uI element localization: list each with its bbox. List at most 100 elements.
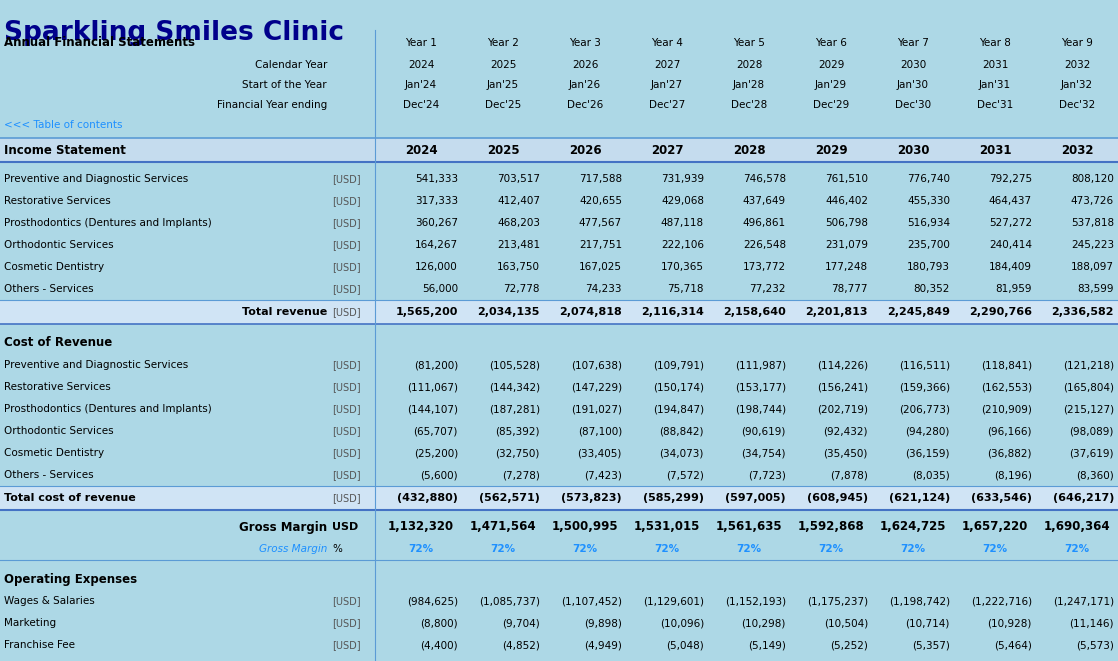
Text: Others - Services: Others - Services <box>4 284 94 294</box>
Text: (5,600): (5,600) <box>420 470 458 480</box>
Text: 317,333: 317,333 <box>415 196 458 206</box>
Text: (159,366): (159,366) <box>899 382 950 392</box>
Text: (34,073): (34,073) <box>660 448 704 458</box>
Text: (194,847): (194,847) <box>653 404 704 414</box>
Text: (162,553): (162,553) <box>980 382 1032 392</box>
Text: 487,118: 487,118 <box>661 218 704 228</box>
Text: 2024: 2024 <box>405 143 437 157</box>
Bar <box>0 486 1118 510</box>
Text: [USD]: [USD] <box>332 284 361 294</box>
Text: Dec'28: Dec'28 <box>731 100 767 110</box>
Text: (198,744): (198,744) <box>735 404 786 414</box>
Text: Total cost of revenue: Total cost of revenue <box>4 493 135 503</box>
Text: 2031: 2031 <box>978 143 1012 157</box>
Text: 792,275: 792,275 <box>989 174 1032 184</box>
Text: (5,048): (5,048) <box>666 640 704 650</box>
Text: (81,200): (81,200) <box>414 360 458 370</box>
Text: (111,067): (111,067) <box>407 382 458 392</box>
Text: (90,619): (90,619) <box>741 426 786 436</box>
Text: [USD]: [USD] <box>332 360 361 370</box>
Text: 2032: 2032 <box>1064 60 1090 70</box>
Text: 2029: 2029 <box>815 143 847 157</box>
Text: Year 4: Year 4 <box>651 38 683 48</box>
Text: (7,878): (7,878) <box>831 470 868 480</box>
Text: Year 8: Year 8 <box>979 38 1011 48</box>
Text: 455,330: 455,330 <box>907 196 950 206</box>
Text: (37,619): (37,619) <box>1070 448 1114 458</box>
Text: [USD]: [USD] <box>332 262 361 272</box>
Text: (111,987): (111,987) <box>735 360 786 370</box>
Text: [USD]: [USD] <box>332 404 361 414</box>
Text: (34,754): (34,754) <box>741 448 786 458</box>
Text: 2027: 2027 <box>651 143 683 157</box>
Text: Restorative Services: Restorative Services <box>4 196 111 206</box>
Text: Cosmetic Dentistry: Cosmetic Dentistry <box>4 448 104 458</box>
Text: 360,267: 360,267 <box>415 218 458 228</box>
Text: (8,035): (8,035) <box>912 470 950 480</box>
Text: (7,572): (7,572) <box>666 470 704 480</box>
Text: Annual Financial Statements: Annual Financial Statements <box>4 36 195 50</box>
Text: 1,624,725: 1,624,725 <box>880 520 946 533</box>
Text: 72%: 72% <box>1064 544 1090 554</box>
Text: 2027: 2027 <box>654 60 680 70</box>
Text: (156,241): (156,241) <box>817 382 868 392</box>
Text: 126,000: 126,000 <box>415 262 458 272</box>
Text: 245,223: 245,223 <box>1071 240 1114 250</box>
Text: (11,146): (11,146) <box>1070 618 1114 628</box>
Text: Dec'27: Dec'27 <box>648 100 685 110</box>
Text: 72%: 72% <box>491 544 515 554</box>
Text: (105,528): (105,528) <box>489 360 540 370</box>
Text: (646,217): (646,217) <box>1053 493 1114 503</box>
Text: (7,423): (7,423) <box>584 470 622 480</box>
Text: 1,500,995: 1,500,995 <box>551 520 618 533</box>
Text: (94,280): (94,280) <box>906 426 950 436</box>
Text: (1,107,452): (1,107,452) <box>561 596 622 606</box>
Text: [USD]: [USD] <box>332 174 361 184</box>
Text: (118,841): (118,841) <box>980 360 1032 370</box>
Text: (5,464): (5,464) <box>994 640 1032 650</box>
Text: Orthodontic Services: Orthodontic Services <box>4 240 114 250</box>
Text: (36,882): (36,882) <box>987 448 1032 458</box>
Text: (65,707): (65,707) <box>414 426 458 436</box>
Text: 1,531,015: 1,531,015 <box>634 520 700 533</box>
Text: (7,278): (7,278) <box>502 470 540 480</box>
Text: 217,751: 217,751 <box>579 240 622 250</box>
Text: 2030: 2030 <box>897 143 929 157</box>
Text: Prosthodontics (Dentures and Implants): Prosthodontics (Dentures and Implants) <box>4 218 211 228</box>
Text: 1,690,364: 1,690,364 <box>1044 520 1110 533</box>
Text: (8,800): (8,800) <box>420 618 458 628</box>
Text: (144,107): (144,107) <box>407 404 458 414</box>
Text: (32,750): (32,750) <box>495 448 540 458</box>
Text: Sparkling Smiles Clinic: Sparkling Smiles Clinic <box>4 20 344 46</box>
Text: Year 1: Year 1 <box>405 38 437 48</box>
Text: (1,175,237): (1,175,237) <box>807 596 868 606</box>
Text: [USD]: [USD] <box>332 240 361 250</box>
Text: 83,599: 83,599 <box>1078 284 1114 294</box>
Text: 2,074,818: 2,074,818 <box>559 307 622 317</box>
Text: 2032: 2032 <box>1061 143 1093 157</box>
Text: (1,198,742): (1,198,742) <box>889 596 950 606</box>
Text: Dec'26: Dec'26 <box>567 100 603 110</box>
Text: 2,336,582: 2,336,582 <box>1052 307 1114 317</box>
Text: 717,588: 717,588 <box>579 174 622 184</box>
Text: 164,267: 164,267 <box>415 240 458 250</box>
Text: (96,166): (96,166) <box>987 426 1032 436</box>
Text: 231,079: 231,079 <box>825 240 868 250</box>
Text: 1,657,220: 1,657,220 <box>961 520 1029 533</box>
Text: (1,247,171): (1,247,171) <box>1053 596 1114 606</box>
Text: 72%: 72% <box>408 544 434 554</box>
Text: 184,409: 184,409 <box>989 262 1032 272</box>
Text: (1,129,601): (1,129,601) <box>643 596 704 606</box>
Text: 496,861: 496,861 <box>742 218 786 228</box>
Text: 78,777: 78,777 <box>832 284 868 294</box>
Text: (150,174): (150,174) <box>653 382 704 392</box>
Text: 177,248: 177,248 <box>825 262 868 272</box>
Text: 56,000: 56,000 <box>421 284 458 294</box>
Text: 446,402: 446,402 <box>825 196 868 206</box>
Text: 541,333: 541,333 <box>415 174 458 184</box>
Text: (36,159): (36,159) <box>906 448 950 458</box>
Text: 2025: 2025 <box>490 60 517 70</box>
Text: Jan'25: Jan'25 <box>487 80 519 90</box>
Text: Year 3: Year 3 <box>569 38 601 48</box>
Text: Dec'30: Dec'30 <box>894 100 931 110</box>
